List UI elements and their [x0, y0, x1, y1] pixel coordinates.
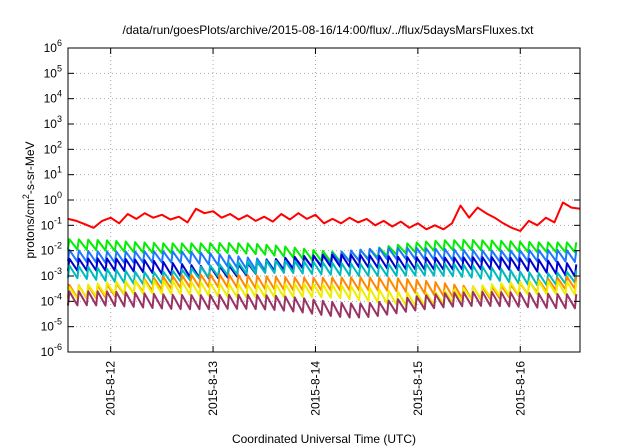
y-tick-label: 10-6	[41, 342, 62, 359]
series-line-8	[67, 290, 578, 319]
y-tick-label-exp: -4	[54, 291, 62, 301]
y-tick-label-base: 10	[44, 92, 58, 106]
y-tick-label: 10-2	[41, 241, 62, 258]
y-tick-label-base: 10	[44, 193, 58, 207]
x-axis-label: Coordinated Universal Time (UTC)	[232, 432, 416, 446]
x-tick-labels: 2015-8-12 2015-8-13 2015-8-14 2015-8-15 2015…	[104, 361, 528, 416]
y-tick-label: 105	[44, 63, 62, 80]
y-tick-label-base: 10	[44, 41, 58, 55]
series-line-1	[67, 201, 581, 232]
y-tick-label-exp: 2	[57, 139, 62, 149]
y-tick-label-exp: 4	[57, 89, 62, 99]
y-tick-label-base: 10	[41, 345, 55, 359]
y-tick-label: 103	[44, 114, 62, 131]
y-tick-label: 101	[44, 165, 62, 182]
y-axis-label-tail: -s-sr-MeV	[23, 141, 37, 194]
y-tick-label-exp: -2	[54, 241, 62, 251]
y-tick-label: 10-3	[41, 266, 62, 283]
x-tick-label: 2015-8-12	[104, 361, 118, 416]
y-tick-label-base: 10	[41, 269, 55, 283]
y-tick-labels: 10610510410310210110010-110-210-310-410-…	[41, 38, 62, 359]
y-tick-label-base: 10	[41, 218, 55, 232]
x-tick-label: 2015-8-14	[308, 361, 322, 416]
ticks	[68, 47, 580, 353]
y-tick-label-exp: 5	[57, 63, 62, 73]
y-tick-label-base: 10	[44, 168, 58, 182]
y-tick-label: 10-5	[41, 317, 62, 334]
y-tick-label: 10-1	[41, 215, 62, 232]
y-axis-label-base: protons/cm	[23, 199, 37, 258]
y-tick-label-exp: -3	[54, 266, 62, 276]
chart-title: /data/run/goesPlots/archive/2015-08-16/1…	[123, 23, 535, 37]
x-tick-label: 2015-8-16	[513, 361, 527, 416]
y-tick-label-base: 10	[41, 320, 55, 334]
y-tick-label: 100	[44, 190, 62, 207]
y-tick-label: 106	[44, 38, 62, 55]
y-tick-label-exp: 6	[57, 38, 62, 48]
y-tick-label-base: 10	[41, 244, 55, 258]
x-tick-label: 2015-8-13	[206, 361, 220, 416]
grid	[68, 48, 580, 352]
y-tick-label-exp: 1	[57, 165, 62, 175]
series-line-7	[67, 279, 578, 307]
y-tick-label: 10-4	[41, 291, 62, 308]
y-tick-label-base: 10	[44, 142, 58, 156]
x-tick-label: 2015-8-15	[411, 361, 425, 416]
y-axis-label-sup: 2	[21, 194, 31, 199]
y-tick-label-exp: -6	[54, 342, 62, 352]
y-tick-label-exp: 3	[57, 114, 62, 124]
y-tick-label: 104	[44, 89, 62, 106]
series-line-4	[67, 253, 578, 280]
y-axis-label: protons/cm2-s-sr-MeV	[21, 141, 37, 258]
y-tick-label: 102	[44, 139, 62, 156]
y-tick-label-exp: -5	[54, 317, 62, 327]
y-tick-label-exp: 0	[57, 190, 62, 200]
y-tick-label-exp: -1	[54, 215, 62, 225]
series-group	[67, 201, 581, 319]
y-tick-label-base: 10	[41, 294, 55, 308]
y-tick-label-base: 10	[44, 66, 58, 80]
y-tick-label-base: 10	[44, 117, 58, 131]
